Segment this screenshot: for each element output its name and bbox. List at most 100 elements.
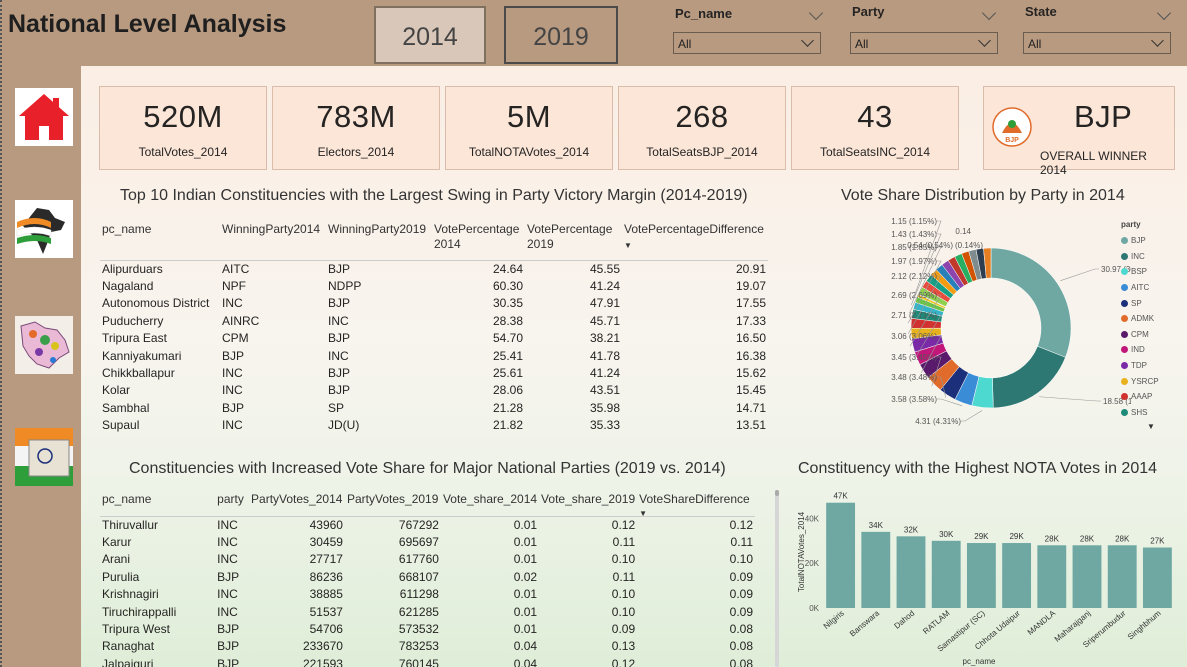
pc-name-dropdown[interactable]: All [673,32,821,54]
leader-line [961,410,983,422]
bar[interactable] [931,540,961,608]
table-row[interactable]: Ranaghat BJP 233670 783253 0.04 0.13 0.08 [100,638,755,655]
table-cell: 35.98 [589,400,620,415]
kpi-card-seats-bjp[interactable]: 268 TotalSeatsBJP_2014 [618,86,786,170]
chevron-down-icon[interactable] [981,5,997,21]
legend-label: BSP [1131,267,1148,277]
column-header[interactable]: pc_name [102,492,152,506]
legend-item[interactable]: YSRCP [1121,373,1159,389]
swing-table[interactable]: pc_name WinningParty2014 WinningParty201… [100,222,768,435]
table-cell: 0.12 [729,517,753,532]
table-row[interactable]: Krishnagiri INC 38885 611298 0.01 0.10 0.09 [100,586,755,603]
donut-slice[interactable] [990,247,1072,358]
table-row[interactable]: Tripura West BJP 54706 573532 0.01 0.09 0.08 [100,621,755,638]
column-header[interactable]: VotePercentage 2019 [527,222,613,251]
legend-item[interactable]: ADMK [1121,311,1159,327]
table-row[interactable]: Arani INC 27717 617760 0.01 0.10 0.10 [100,551,755,568]
year-2019-button[interactable]: 2019 [504,6,618,64]
bar[interactable] [1037,545,1067,608]
legend-item[interactable]: CPM [1121,327,1159,343]
state-map-icon[interactable] [15,316,73,374]
table-row[interactable]: Alipurduars AITC BJP 24.64 45.55 20.91 [100,260,768,278]
column-header[interactable]: VotePercentage 2014 [434,222,520,251]
legend-item[interactable]: INC [1121,249,1159,265]
party-dropdown[interactable]: All [850,32,998,54]
legend-item[interactable]: IND [1121,342,1159,358]
share-table-scrollbar[interactable] [775,490,779,667]
table-cell: 47.91 [589,296,620,311]
donut-slice[interactable] [992,345,1066,409]
column-header[interactable]: pc_name [102,222,152,236]
bar[interactable] [1002,543,1032,608]
legend-item[interactable]: BJP [1121,233,1159,249]
legend-label: CPM [1131,329,1149,339]
table-cell: 0.11 [612,534,636,549]
table-cell: 45.55 [589,261,620,276]
column-header[interactable]: party [217,492,244,506]
table-row[interactable]: Kanniyakumari BJP INC 25.41 41.78 16.38 [100,348,768,365]
legend-item[interactable]: BSP [1121,264,1159,280]
india-flag-map-icon[interactable] [15,200,73,258]
table-cell: Karur [102,534,132,549]
table-row[interactable]: Thiruvallur INC 43960 767292 0.01 0.12 0.12 [100,516,755,534]
sort-desc-icon: ▼ [624,241,632,250]
legend-item[interactable]: SP [1121,295,1159,311]
column-header[interactable]: Vote_share_2019 [541,492,636,506]
legend-item[interactable]: TDP [1121,358,1159,374]
chevron-down-icon[interactable] [808,5,824,21]
bar-chart[interactable]: TotalNOTAVotes_2014 0K 20K 40K 47K Nilgiris 34… [793,486,1187,667]
column-header[interactable]: VoteShareDifference ▼ [637,492,755,518]
table-row[interactable]: Purulia BJP 86236 668107 0.02 0.11 0.09 [100,569,755,586]
table-row[interactable]: Tripura East CPM BJP 54.70 38.21 16.50 [100,330,768,347]
column-header[interactable]: PartyVotes_2014 [251,492,343,506]
bar[interactable] [896,536,926,608]
legend-item[interactable]: AITC [1121,280,1159,296]
column-header[interactable]: WinningParty2019 [328,222,427,236]
scrollbar-thumb[interactable] [775,490,779,496]
bar[interactable] [966,543,996,608]
legend-item[interactable]: AAAP [1121,389,1159,405]
column-header[interactable]: Vote_share_2014 [442,492,538,506]
kpi-card-total-votes[interactable]: 520M TotalVotes_2014 [99,86,267,170]
table-row[interactable]: Puducherry AINRC INC 28.38 45.71 17.33 [100,313,768,330]
bar[interactable] [1142,547,1172,608]
table-row[interactable]: Tiruchirappalli INC 51537 621285 0.01 0.10 0.0… [100,604,755,621]
donut-chart[interactable]: 30.97 (30.97%) 18.58 (18.58%) 4.31 (4.31%)… [801,212,1131,438]
data-label: 28K [1045,534,1060,543]
bar[interactable] [861,531,891,608]
column-header[interactable]: WinningParty2014 [222,222,321,236]
kpi-card-overall-winner[interactable]: BJP BJP OVERALL WINNER 2014 [983,86,1175,177]
column-header[interactable]: VotePercentageDifference ▼ [622,222,768,260]
table-cell: 221593 [302,656,343,667]
table-row[interactable]: Autonomous District INC BJP 30.35 47.91 17.55 [100,295,768,312]
year-2014-button[interactable]: 2014 [374,6,486,64]
bar[interactable] [826,502,856,608]
table-row[interactable]: Sambhal BJP SP 21.28 35.98 14.71 [100,400,768,417]
constitution-flag-icon[interactable] [15,428,73,486]
column-header[interactable]: PartyVotes_2019 [346,492,439,506]
table-cell: 17.55 [735,296,766,311]
table-row[interactable]: Supaul INC JD(U) 21.82 35.33 13.51 [100,417,768,434]
table-row[interactable]: Jalpaiguri BJP 221593 760145 0.04 0.12 0.08 [100,656,755,667]
table-row[interactable]: Karur INC 30459 695697 0.01 0.11 0.11 [100,534,755,551]
kpi-value: 783M [316,99,396,134]
home-icon[interactable] [15,88,73,146]
kpi-card-seats-inc[interactable]: 43 TotalSeatsINC_2014 [791,86,959,170]
slice-label: 2.71 (2.71%) [891,311,937,320]
table-row[interactable]: Chikkballapur INC BJP 25.61 41.24 15.62 [100,365,768,382]
legend-more-icon[interactable]: ▼ [1147,422,1155,432]
data-label: 47K [833,492,848,501]
legend-item[interactable]: SHS [1121,405,1159,421]
state-dropdown[interactable]: All [1023,32,1171,54]
donut-legend: party BJP INC BSP AITC SP ADMK CPM IND TDP YSRCP A… [1121,220,1159,431]
table-row[interactable]: Kolar INC BJP 28.06 43.51 15.45 [100,382,768,399]
donut-slice[interactable] [983,247,992,279]
kpi-card-electors[interactable]: 783M Electors_2014 [272,86,440,170]
table-row[interactable]: Nagaland NPF NDPP 60.30 41.24 19.07 [100,278,768,295]
chevron-down-icon[interactable] [1156,5,1172,21]
table-cell: 21.82 [492,418,523,433]
share-table[interactable]: pc_name party PartyVotes_2014 PartyVotes… [100,492,755,667]
kpi-card-nota-votes[interactable]: 5M TotalNOTAVotes_2014 [445,86,613,170]
bar[interactable] [1107,545,1137,608]
bar[interactable] [1072,545,1102,608]
